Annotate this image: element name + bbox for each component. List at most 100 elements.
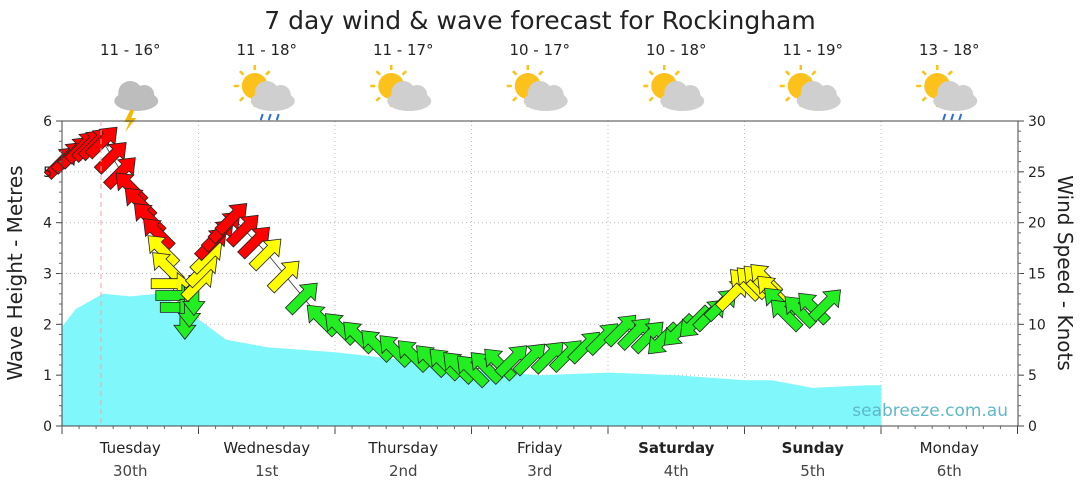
right-axis: 0 5 10 15 20 25 30: [1018, 114, 1046, 435]
day-temp: 13 - 18°: [919, 41, 980, 59]
wave-height-area: [62, 293, 881, 426]
sun-ray: [239, 70, 245, 76]
sun-ray: [921, 96, 927, 102]
cloud-puff: [680, 85, 701, 105]
sun-ray: [648, 96, 654, 102]
cloud-puff: [816, 85, 837, 105]
wind-arrow: [284, 282, 318, 316]
cloud-puff: [407, 85, 428, 105]
right-tick-label: 0: [1028, 419, 1037, 435]
wind-arrow: [152, 252, 185, 285]
wind-arrows: [43, 126, 841, 389]
sun-cloud-icon: [779, 65, 841, 111]
rain-drop: [267, 113, 272, 121]
sun-cloud-rain-icon: [233, 65, 295, 121]
sun-ray: [648, 70, 654, 76]
left-tick-label: 6: [43, 114, 52, 130]
day-date: 1st: [255, 462, 278, 480]
wave-area: [62, 293, 881, 426]
wind-arrow: [770, 299, 804, 333]
day-date: 3rd: [527, 462, 552, 480]
left-tick-label: 0: [43, 419, 52, 435]
day-name: Wednesday: [223, 439, 310, 457]
right-tick-label: 25: [1028, 165, 1046, 181]
left-tick-label: 5: [43, 165, 52, 181]
left-tick-label: 1: [43, 368, 52, 384]
sun-cloud-icon: [370, 65, 432, 111]
wind-arrow: [143, 218, 176, 252]
left-tick-label: 4: [43, 216, 52, 232]
sun-ray: [811, 70, 817, 76]
right-tick-label: 30: [1028, 114, 1046, 130]
cloud-puff: [270, 85, 291, 105]
right-tick-label: 15: [1028, 267, 1046, 283]
day-temp: 10 - 17°: [509, 41, 570, 59]
x-axis: Tuesday 30th Wednesday 1st Thursday 2nd Friday…: [61, 426, 1018, 480]
wind-arrow: [93, 142, 127, 175]
chart-title: 7 day wind & wave forecast for Rockingha…: [264, 6, 815, 35]
day-name: Saturday: [638, 439, 715, 457]
cloud-puff: [134, 85, 155, 105]
sun-ray: [401, 70, 407, 76]
rain-drop: [259, 113, 264, 121]
right-axis-label: Wind Speed - Knots: [1053, 175, 1077, 371]
day-temp: 11 - 19°: [782, 41, 843, 59]
sun-ray: [785, 70, 791, 76]
wind-arrow: [266, 260, 300, 294]
cloud-puff: [953, 85, 974, 105]
sun-ray: [239, 96, 245, 102]
day-date: 4th: [664, 462, 689, 480]
wind-arrow: [808, 289, 841, 323]
sun-ray: [674, 70, 680, 76]
watermark: seabreeze.com.au: [852, 401, 1008, 421]
wind-arrow: [530, 341, 564, 375]
day-temp: 11 - 16°: [100, 41, 161, 59]
sun-ray: [375, 70, 381, 76]
wind-arrow: [147, 235, 181, 269]
day-name: Friday: [517, 439, 563, 457]
sun-ray: [265, 70, 271, 76]
day-temp: 11 - 17°: [373, 41, 434, 59]
rain-drop: [275, 113, 280, 121]
sun-cloud-rain-icon: [916, 65, 978, 121]
wind-arrow: [248, 238, 282, 272]
sun-cloud-icon: [643, 65, 705, 111]
rain-drop: [958, 113, 963, 121]
sun-ray: [785, 96, 791, 102]
storm-cloud-icon: [114, 81, 159, 132]
right-tick-label: 20: [1028, 216, 1046, 232]
wind-arrow: [512, 343, 546, 377]
right-tick-label: 5: [1028, 368, 1037, 384]
day-name: Thursday: [367, 439, 438, 457]
day-date: 2nd: [389, 462, 418, 480]
day-name: Sunday: [782, 439, 845, 457]
sun-ray: [375, 96, 381, 102]
day-name: Monday: [920, 439, 979, 457]
wind-arrow: [456, 355, 490, 389]
wind-arrow: [630, 321, 664, 355]
wind-arrow: [237, 226, 270, 260]
left-axis: 0 1 2 3 4 5 6: [43, 114, 62, 435]
wind-arrow: [494, 345, 528, 379]
left-axis-label: Wave Height - Metres: [3, 165, 27, 380]
left-tick-label: 2: [43, 317, 52, 333]
day-temp: 11 - 18°: [236, 41, 297, 59]
day-temp: 10 - 18°: [646, 41, 707, 59]
day-date: 6th: [937, 462, 962, 480]
rain-drop: [942, 113, 947, 121]
wind-arrow: [214, 203, 248, 236]
sun-ray: [512, 70, 518, 76]
day-header-row: 11 - 16° 11 - 18° 11 - 17° 10 - 17° 10 - 18°…: [100, 41, 980, 132]
sun-ray: [512, 96, 518, 102]
day-name: Tuesday: [99, 439, 161, 457]
rain-drop: [950, 113, 955, 121]
left-tick-label: 3: [43, 267, 52, 283]
day-date: 30th: [113, 462, 147, 480]
right-tick-label: 10: [1028, 317, 1046, 333]
wind-arrow: [225, 214, 259, 248]
sun-cloud-icon: [506, 65, 568, 111]
day-date: 5th: [800, 462, 825, 480]
cloud-puff: [543, 85, 564, 105]
sun-ray: [538, 70, 544, 76]
